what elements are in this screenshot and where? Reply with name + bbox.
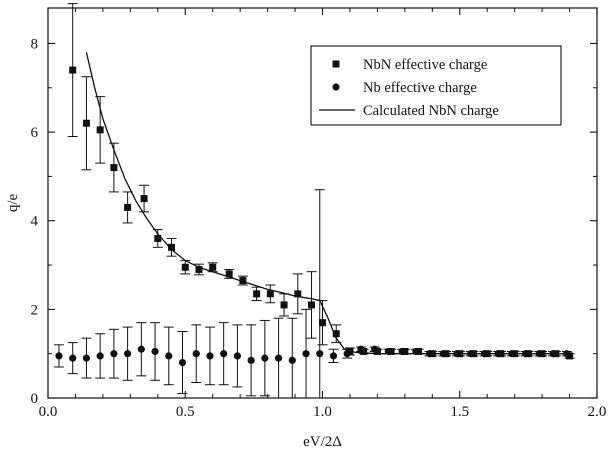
data-point-nb <box>151 347 159 356</box>
y-tick-label: 8 <box>31 36 39 52</box>
data-point-nbn <box>168 243 176 251</box>
legend-label: Calculated NbN charge <box>363 103 499 119</box>
data-point-nb <box>69 354 77 362</box>
data-point-nb <box>206 352 214 360</box>
data-point-nb <box>55 352 63 360</box>
x-tick-label: 0.5 <box>176 404 195 420</box>
data-point-nb <box>110 350 118 358</box>
x-tick-label: 1.5 <box>450 404 469 420</box>
plot-area <box>53 3 575 399</box>
legend-label: Nb effective charge <box>363 80 477 96</box>
data-point-nbn <box>294 290 302 298</box>
data-point-nb <box>178 358 187 367</box>
data-point-nb <box>124 350 132 358</box>
data-point-nbn <box>154 234 162 242</box>
data-point-nb <box>288 356 296 364</box>
data-point-nb <box>96 352 104 360</box>
x-tick-label: 1.0 <box>313 404 332 420</box>
data-point-nbn <box>69 66 77 74</box>
y-tick-label: 0 <box>31 391 39 407</box>
data-point-nb <box>220 350 228 358</box>
legend: NbN effective charge Nb effective charge C… <box>310 45 562 126</box>
legend-label: NbN effective charge <box>363 57 487 73</box>
legend-box <box>310 45 562 126</box>
data-point-nb <box>165 352 173 360</box>
data-point-nbn <box>225 270 233 278</box>
data-point-nb <box>261 354 269 362</box>
data-point-nbn <box>195 265 203 273</box>
data-point-nb <box>371 345 379 353</box>
data-point-nbn <box>110 164 118 172</box>
data-point-nbn <box>239 277 247 285</box>
data-point-nbn <box>266 290 274 298</box>
data-point-nb <box>329 352 338 360</box>
y-axis-label: q/e <box>5 193 21 212</box>
data-point-nbn <box>253 290 261 298</box>
y-tick-label: 4 <box>31 214 39 230</box>
data-point-nb <box>343 350 351 358</box>
y-tick-label: 2 <box>31 302 39 318</box>
data-point-nbn <box>181 263 189 271</box>
data-point-nb <box>274 354 283 362</box>
legend-marker-square <box>332 60 340 68</box>
data-point-nbn <box>124 203 132 211</box>
data-point-nbn <box>308 301 316 309</box>
y-tick-label: 6 <box>31 125 39 141</box>
legend-marker-circle <box>332 83 340 91</box>
x-axis-label: eV/2Δ <box>303 434 342 450</box>
axes: 0.0 0.5 1.0 1.5 2.0 0 2 4 6 8 <box>31 7 607 420</box>
data-point-nbn <box>96 126 104 134</box>
data-point-nbn <box>332 330 340 338</box>
data-point-nbn <box>319 319 326 327</box>
data-point-nbn <box>82 119 90 127</box>
data-point-nbn <box>280 301 288 309</box>
data-point-nbn <box>209 263 217 271</box>
x-tick-label: 2.0 <box>588 404 607 420</box>
series-line-calculated <box>85 52 570 355</box>
data-point-nb <box>233 352 242 360</box>
data-point-nbn <box>140 195 148 203</box>
data-point-nb <box>137 345 145 353</box>
data-point-nb <box>82 354 91 362</box>
x-tick-label: 0.0 <box>39 404 58 420</box>
data-point-nb <box>302 350 310 358</box>
data-point-nb <box>357 345 365 353</box>
data-point-nb <box>192 350 200 358</box>
data-point-nb <box>247 356 255 364</box>
data-point-nb <box>316 350 324 358</box>
